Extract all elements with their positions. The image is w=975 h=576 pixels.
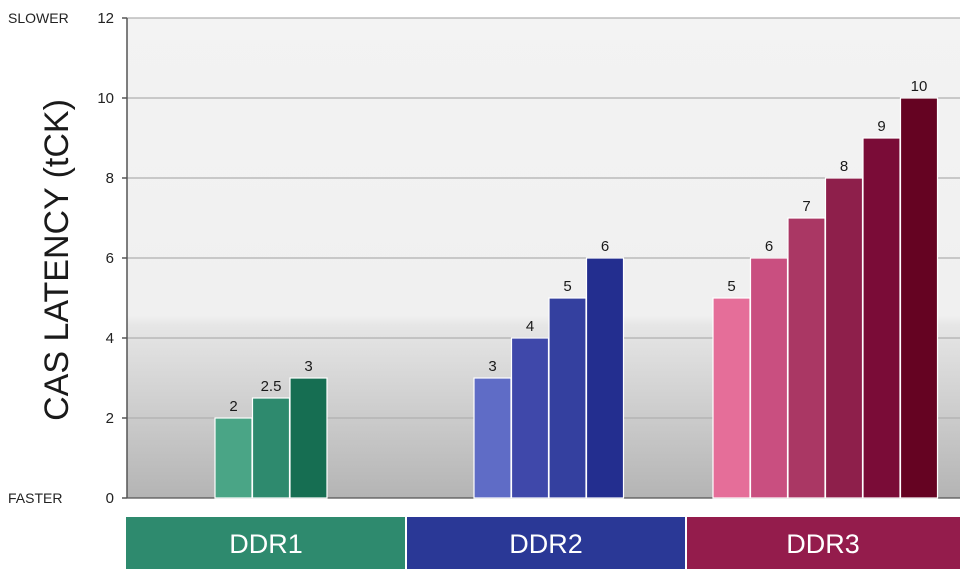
bar-ddr2: [473, 377, 512, 499]
bar-ddr3: [824, 177, 864, 499]
bar-value-label: 3: [488, 358, 496, 375]
bar-value-label: 7: [802, 198, 810, 215]
slower-annotation: SLOWER: [8, 10, 69, 26]
bar-ddr1: [289, 377, 328, 499]
bar-value-label: 6: [765, 238, 773, 255]
bar-ddr1: [214, 417, 253, 499]
bar-value-label: 6: [601, 238, 609, 255]
group-label-ddr3: DDR3: [786, 529, 860, 559]
bar-ddr3: [712, 297, 751, 499]
bar-ddr2: [585, 257, 625, 499]
y-axis-title: CAS LATENCY (tCK): [38, 99, 76, 421]
bar-value-label: 8: [840, 158, 848, 175]
y-tick-label: 4: [106, 330, 114, 347]
bar-ddr2: [548, 297, 587, 499]
group-band-ddr3: [686, 517, 960, 569]
group-band-ddr1: [126, 517, 406, 569]
bar-value-label: 4: [526, 318, 534, 335]
bar-value-label: 3: [304, 358, 312, 375]
group-label-ddr2: DDR2: [509, 529, 583, 559]
bar-value-label: 9: [877, 118, 885, 135]
group-label-ddr1: DDR1: [229, 529, 303, 559]
bars: [214, 97, 939, 499]
y-tick-label: 6: [106, 250, 114, 267]
bar-value-label: 5: [563, 278, 571, 295]
bar-ddr3: [787, 217, 826, 499]
bar-ddr3: [749, 257, 789, 499]
bar-value-label: 2: [229, 398, 237, 415]
group-band-ddr2: [406, 517, 686, 569]
bar-value-label: 10: [911, 78, 928, 95]
group-labels: DDR1 DDR2 DDR3: [126, 517, 960, 569]
y-tick-label: 0: [106, 490, 114, 507]
bar-ddr3: [899, 97, 939, 499]
bar-value-labels: 2 2.5 3 3 4 5 6 5 6 7 8 9 10: [229, 78, 927, 415]
faster-annotation: FASTER: [8, 490, 62, 506]
y-tick-label: 2: [106, 410, 114, 427]
y-tick-label: 10: [97, 90, 114, 107]
bar-ddr1: [251, 397, 291, 499]
y-tick-label: 12: [97, 10, 114, 27]
bar-value-label: 2.5: [261, 378, 282, 395]
y-tick-label: 8: [106, 170, 114, 187]
bar-value-label: 5: [727, 278, 735, 295]
bar-ddr3: [862, 137, 901, 499]
bar-ddr2: [510, 337, 550, 499]
